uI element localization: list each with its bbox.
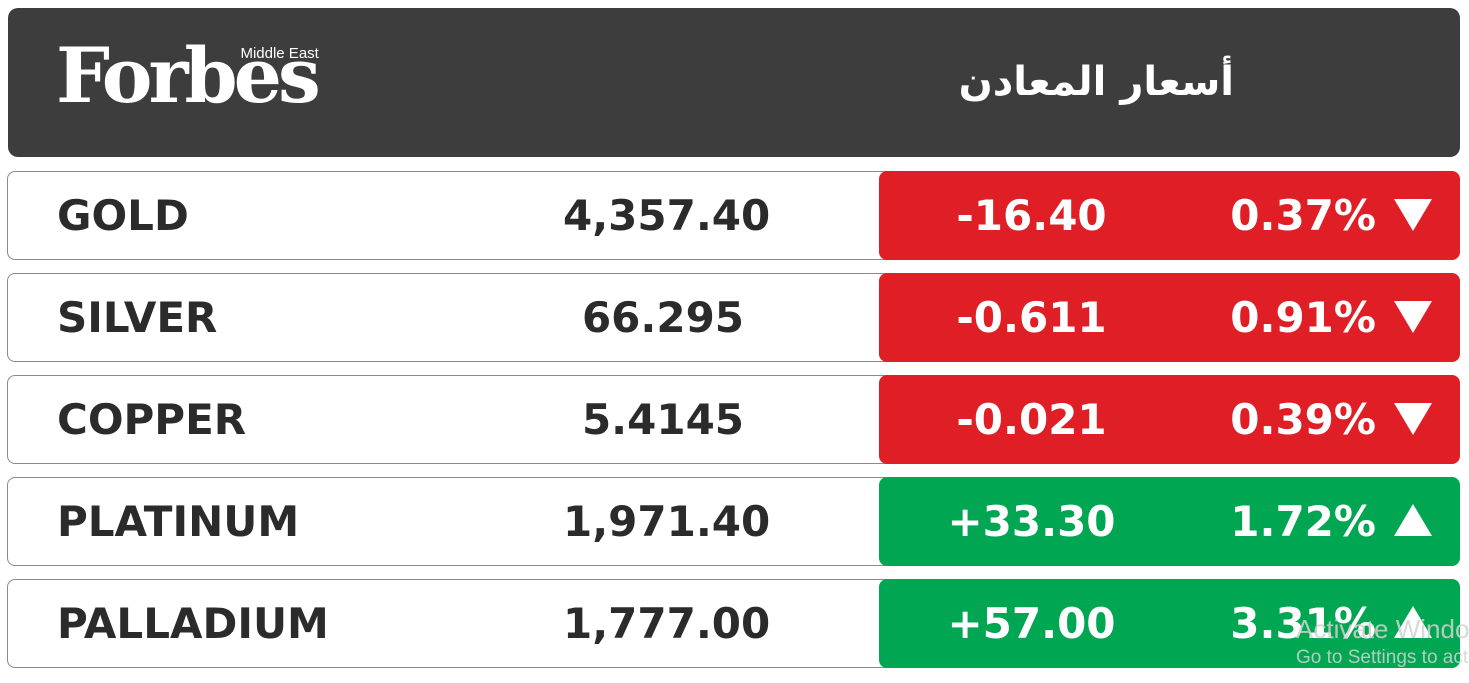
change-badge: +57.00 3.31% bbox=[879, 579, 1460, 668]
watermark-title: Activate Windows bbox=[1296, 614, 1469, 644]
change-percent: 0.39% bbox=[1230, 395, 1376, 444]
page-title: أسعار المعادن bbox=[958, 59, 1234, 105]
change-value: +33.30 bbox=[947, 497, 1116, 546]
metal-name: PLATINUM bbox=[57, 497, 300, 546]
metal-price: 5.4145 bbox=[581, 395, 745, 444]
change-value: +57.00 bbox=[947, 599, 1116, 648]
metal-name: PALLADIUM bbox=[57, 599, 329, 648]
triangle-up-icon bbox=[1394, 504, 1432, 536]
metal-name: COPPER bbox=[57, 395, 247, 444]
triangle-down-icon bbox=[1394, 403, 1432, 435]
brand-subtitle: Middle East bbox=[240, 45, 319, 62]
metal-price: 4,357.40 bbox=[563, 191, 771, 240]
header-banner: Forbes Middle East أسعار المعادن bbox=[8, 8, 1460, 157]
change-badge: -0.611 0.91% bbox=[879, 273, 1460, 362]
change-badge: -0.021 0.39% bbox=[879, 375, 1460, 464]
change-value: -0.611 bbox=[956, 293, 1107, 342]
metal-row-copper: COPPER 5.4145 -0.021 0.39% bbox=[7, 375, 1460, 464]
metal-name: GOLD bbox=[57, 191, 189, 240]
metal-name: SILVER bbox=[57, 293, 218, 342]
metal-price: 1,777.00 bbox=[563, 599, 771, 648]
change-percent: 3.31% bbox=[1230, 599, 1376, 648]
change-badge: +33.30 1.72% bbox=[879, 477, 1460, 566]
change-badge: -16.40 0.37% bbox=[879, 171, 1460, 260]
watermark-subtitle: Go to Settings to activate Windows. bbox=[1296, 647, 1469, 668]
change-value: -0.021 bbox=[956, 395, 1107, 444]
metal-row-platinum: PLATINUM 1,971.40 +33.30 1.72% bbox=[7, 477, 1460, 566]
forbes-logo: Forbes Middle East bbox=[56, 31, 321, 120]
triangle-up-icon bbox=[1394, 606, 1432, 638]
metal-row-silver: SILVER 66.295 -0.611 0.91% bbox=[7, 273, 1460, 362]
triangle-down-icon bbox=[1394, 199, 1432, 231]
change-percent: 0.91% bbox=[1230, 293, 1376, 342]
metal-price: 66.295 bbox=[581, 293, 745, 342]
metal-row-palladium: PALLADIUM 1,777.00 +57.00 3.31% bbox=[7, 579, 1460, 668]
change-percent: 0.37% bbox=[1230, 191, 1376, 240]
metal-price: 1,971.40 bbox=[563, 497, 771, 546]
brand-name: Forbes bbox=[56, 31, 321, 120]
change-percent: 1.72% bbox=[1230, 497, 1376, 546]
triangle-down-icon bbox=[1394, 301, 1432, 333]
metal-row-gold: GOLD 4,357.40 -16.40 0.37% bbox=[7, 171, 1460, 260]
change-value: -16.40 bbox=[956, 191, 1107, 240]
activate-windows-watermark: Activate Windows Go to Settings to activ… bbox=[1296, 612, 1469, 670]
